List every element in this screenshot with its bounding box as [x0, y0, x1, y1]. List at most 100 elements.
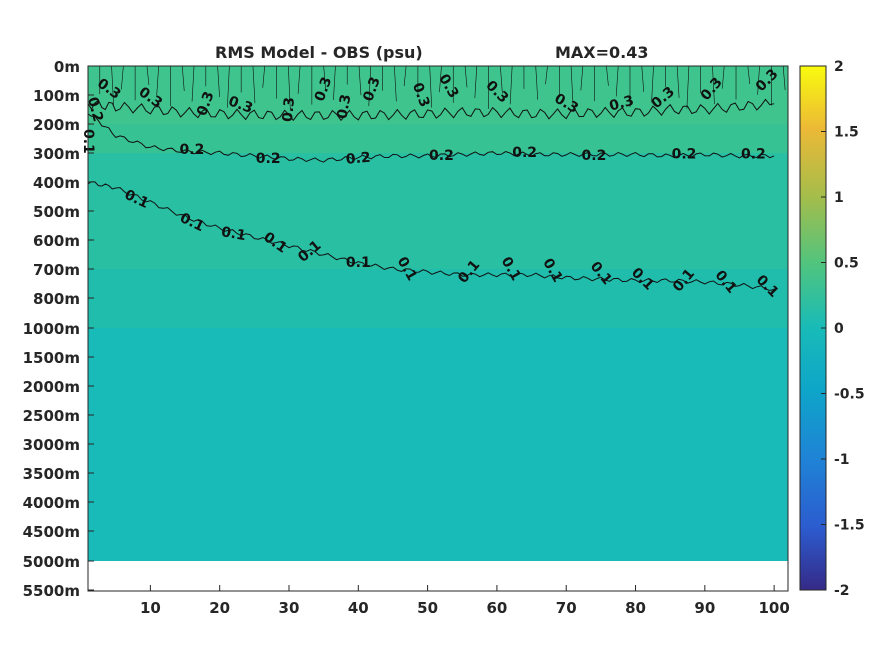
y-tick-label: 500m: [33, 203, 80, 221]
y-tick-label: 2500m: [23, 407, 80, 425]
surface-contour-stroke: [252, 66, 256, 104]
contour-label: 0.3: [360, 75, 384, 104]
surface-contour-stroke: [545, 66, 548, 85]
x-tick-label: 20: [209, 599, 230, 617]
contour-line-0.2: [88, 113, 775, 163]
y-tick-label: 5500m: [23, 582, 80, 600]
x-tick-label: 60: [486, 599, 507, 617]
colorbar-tick-label: -1.5: [834, 518, 865, 534]
x-axis-ticks: 10 20 30 40 50 60 70 80 90 100: [140, 585, 790, 617]
surface-contour-stroke: [686, 66, 690, 109]
contour-label: 0.2: [345, 150, 371, 168]
contour-line-0.3: [88, 98, 775, 122]
surface-contour-stroke: [403, 66, 407, 87]
colorbar-tick-label: -1: [834, 452, 850, 468]
contour-label: 0.3: [334, 93, 354, 120]
surface-contour-stroke: [615, 66, 619, 97]
y-tick-label: 3000m: [23, 436, 80, 454]
contour-label: 0.3: [280, 96, 298, 122]
contour-label: 0.2: [582, 148, 607, 164]
y-tick-label: 3500m: [23, 465, 80, 483]
band-0-200m: [88, 66, 788, 124]
surface-contour-stroke: [464, 66, 468, 88]
surface-contour-stroke: [535, 66, 539, 100]
y-tick-label: 400m: [33, 174, 80, 192]
contour-label: 0.3: [194, 89, 218, 118]
contour-line-0.1: [88, 181, 775, 292]
y-tick-label: 1000m: [23, 320, 80, 338]
colorbar-tick-label: 0.5: [834, 256, 859, 272]
surface-contour-stroke: [641, 66, 645, 92]
surface-contour-stroke: [358, 66, 362, 96]
x-tick-label: 40: [348, 599, 369, 617]
y-tick-label: 200m: [33, 116, 80, 134]
colorbar-tick-label: -0.5: [834, 387, 865, 403]
surface-contour-stroke: [227, 66, 230, 108]
contour-label: 0.2: [672, 146, 697, 162]
band-no-data: [88, 561, 788, 590]
contour-label: 0.3: [608, 93, 636, 115]
band-200-300m: [88, 124, 788, 153]
y-axis-ticks: 0m 100m 200m 300m 400m 500m 600m 700m 800m 1000m 1…: [23, 58, 94, 600]
surface-contour-stroke: [712, 66, 715, 105]
x-tick-label: 70: [556, 599, 577, 617]
contour-label: 0.3: [226, 93, 255, 117]
surface-contour-stroke: [297, 66, 301, 94]
band-700-1000m: [88, 269, 788, 328]
surface-contour-stroke: [500, 66, 503, 94]
contour-label: 0.2: [256, 151, 281, 167]
x-tick-label: 80: [625, 599, 646, 617]
contour-label: 0.2: [180, 142, 205, 158]
y-tick-label: 0m: [54, 58, 80, 76]
surface-contour-stroke: [474, 66, 478, 99]
x-tick-label: 100: [758, 599, 789, 617]
colorbar-tick-label: 0: [834, 321, 844, 337]
band-300-700m: [88, 153, 788, 269]
x-tick-label: 10: [140, 599, 161, 617]
surface-contour-stroke: [121, 66, 124, 90]
surface-contour-stroke: [570, 66, 574, 106]
contour-lines: [88, 66, 786, 292]
colorbar-tick-label: 2: [834, 59, 844, 75]
colorbar-tick-label: 1: [834, 190, 844, 206]
surface-contour-stroke: [782, 66, 786, 91]
surface-contour-stroke: [509, 66, 513, 105]
surface-contour-stroke: [333, 66, 336, 100]
colorbar-ticks: 2 1.5 1 0.5 0 -0.5 -1 -1.5 -2: [821, 59, 865, 599]
surface-contour-stroke: [580, 66, 584, 91]
y-tick-label: 4500m: [23, 523, 80, 541]
contour-label: 0.1: [220, 224, 247, 244]
surface-contour-stroke: [676, 66, 680, 98]
surface-contour-stroke: [721, 66, 725, 89]
surface-contour-stroke: [217, 66, 220, 98]
surface-contour-stroke: [323, 66, 326, 90]
surface-contour-stroke: [429, 66, 432, 108]
band-deep: [88, 328, 788, 561]
contour-label: 0.3: [312, 75, 336, 104]
y-tick-label: 800m: [33, 290, 80, 308]
contour-label: 0.1: [346, 255, 371, 271]
y-tick-label: 100m: [33, 87, 80, 105]
surface-contour-stroke: [146, 66, 150, 85]
y-tick-label: 600m: [33, 232, 80, 250]
contour-label: 0.2: [429, 148, 454, 164]
surface-contour-stroke: [439, 66, 442, 93]
surface-contour-stroke: [191, 66, 195, 102]
surface-contour-stroke: [747, 66, 751, 85]
y-tick-label: 2000m: [23, 378, 80, 396]
max-value-label: MAX=0.43: [555, 43, 649, 62]
surface-contour-stroke: [287, 66, 291, 110]
y-tick-label: 300m: [33, 145, 80, 163]
surface-contour-stroke: [394, 66, 397, 102]
surface-contour-stroke: [757, 66, 760, 95]
y-tick-label: 1500m: [23, 349, 80, 367]
heatmap-field: [88, 66, 788, 590]
surface-contour-stroke: [111, 66, 114, 105]
surface-contour-stroke: [651, 66, 654, 103]
x-tick-label: 90: [694, 599, 715, 617]
chart-title: RMS Model - OBS (psu): [215, 43, 423, 62]
colorbar-tick-label: 1.5: [834, 125, 859, 141]
y-tick-label: 700m: [33, 261, 80, 279]
contour-label: 0.2: [84, 95, 106, 123]
